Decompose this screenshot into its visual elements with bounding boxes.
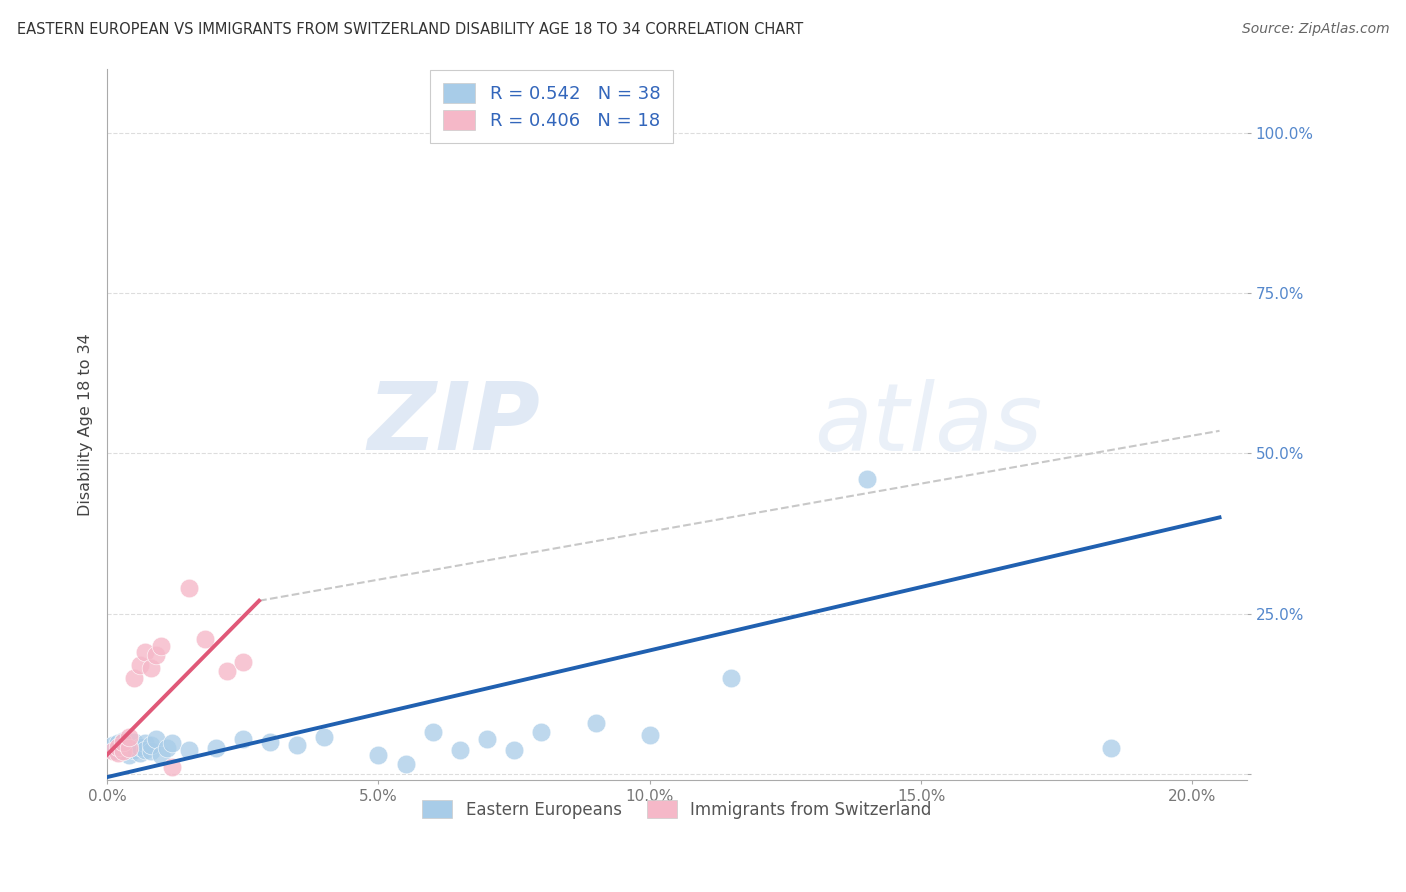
Point bbox=[118, 741, 141, 756]
Point bbox=[503, 742, 526, 756]
Point bbox=[232, 655, 254, 669]
Point bbox=[194, 632, 217, 647]
Point bbox=[856, 472, 879, 486]
Point bbox=[101, 738, 124, 752]
Point bbox=[150, 747, 173, 762]
Text: Source: ZipAtlas.com: Source: ZipAtlas.com bbox=[1241, 22, 1389, 37]
Point bbox=[112, 733, 135, 747]
Point bbox=[530, 725, 553, 739]
Point bbox=[145, 648, 167, 663]
Point bbox=[124, 671, 146, 685]
Point bbox=[156, 741, 179, 756]
Text: atlas: atlas bbox=[814, 379, 1042, 470]
Point bbox=[177, 581, 200, 595]
Point bbox=[118, 730, 141, 744]
Point bbox=[259, 735, 281, 749]
Point bbox=[204, 741, 226, 756]
Point bbox=[128, 739, 150, 754]
Point bbox=[585, 715, 607, 730]
Point bbox=[720, 671, 742, 685]
Point bbox=[107, 744, 129, 758]
Point bbox=[232, 731, 254, 746]
Point bbox=[134, 742, 156, 756]
Point bbox=[145, 731, 167, 746]
Point bbox=[422, 725, 444, 739]
Point bbox=[107, 736, 129, 750]
Point bbox=[367, 747, 389, 762]
Point bbox=[107, 739, 129, 754]
Point bbox=[134, 736, 156, 750]
Y-axis label: Disability Age 18 to 34: Disability Age 18 to 34 bbox=[79, 333, 93, 516]
Point bbox=[112, 744, 135, 758]
Point bbox=[128, 747, 150, 761]
Text: EASTERN EUROPEAN VS IMMIGRANTS FROM SWITZERLAND DISABILITY AGE 18 TO 34 CORRELAT: EASTERN EUROPEAN VS IMMIGRANTS FROM SWIT… bbox=[17, 22, 803, 37]
Point bbox=[139, 661, 162, 675]
Text: ZIP: ZIP bbox=[367, 378, 540, 470]
Point bbox=[139, 738, 162, 752]
Point bbox=[638, 728, 661, 742]
Point bbox=[162, 760, 184, 774]
Point bbox=[150, 639, 173, 653]
Point bbox=[177, 742, 200, 756]
Point bbox=[394, 757, 416, 772]
Point bbox=[314, 730, 336, 744]
Point bbox=[118, 741, 141, 756]
Point bbox=[101, 744, 124, 758]
Point bbox=[215, 665, 238, 679]
Point bbox=[162, 736, 184, 750]
Point bbox=[134, 645, 156, 659]
Legend: Eastern Europeans, Immigrants from Switzerland: Eastern Europeans, Immigrants from Switz… bbox=[416, 793, 938, 825]
Point bbox=[101, 742, 124, 756]
Point bbox=[285, 738, 308, 752]
Point bbox=[449, 742, 471, 756]
Point bbox=[128, 657, 150, 672]
Point bbox=[112, 742, 135, 756]
Point bbox=[124, 735, 146, 749]
Point bbox=[1099, 741, 1122, 756]
Point bbox=[112, 735, 135, 749]
Point bbox=[118, 747, 141, 762]
Point bbox=[124, 742, 146, 756]
Point bbox=[107, 747, 129, 761]
Point bbox=[139, 744, 162, 758]
Point bbox=[475, 731, 498, 746]
